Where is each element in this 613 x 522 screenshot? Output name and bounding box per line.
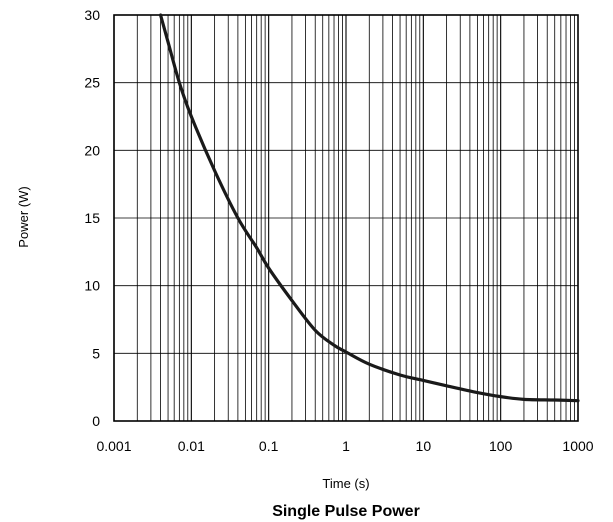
y-tick-label: 15 <box>84 210 100 226</box>
power-curve-point <box>476 391 479 394</box>
chart-grid <box>113 14 578 422</box>
power-curve-point <box>445 384 448 388</box>
x-axis-title: Time (s) <box>322 476 369 491</box>
power-curve-point <box>344 350 348 354</box>
power-curve-point <box>190 115 193 118</box>
power-curve-point <box>290 299 294 302</box>
plot-frame <box>113 14 579 422</box>
y-tick-label: 10 <box>84 278 100 294</box>
power-curve-point <box>522 398 526 401</box>
y-tick-label: 25 <box>84 75 100 91</box>
y-tick-label: 0 <box>92 413 100 429</box>
power-curve-point <box>368 362 371 366</box>
power-curve-point <box>178 81 181 84</box>
x-tick-label: 10 <box>416 438 432 454</box>
power-curve-point <box>332 344 336 347</box>
y-tick-label: 20 <box>84 142 100 158</box>
power-curve-point <box>159 13 162 17</box>
tick-labels: 0.001 0.01 0.1 1 10 100 1000 0 5 10 15 20 25 30 <box>84 7 593 454</box>
chart-title: Single Pulse Power <box>272 503 420 520</box>
x-tick-label: 100 <box>489 438 513 454</box>
power-curve-point <box>553 398 556 402</box>
x-tick-label: 0.1 <box>259 438 279 454</box>
y-tick-label: 5 <box>92 345 100 361</box>
y-tick-label: 30 <box>84 7 100 23</box>
power-curve-point <box>398 373 402 377</box>
x-tick-label: 1000 <box>562 438 593 454</box>
power-curve-point <box>499 395 502 398</box>
power-curve-point <box>213 169 216 172</box>
x-tick-label: 0.001 <box>96 438 131 454</box>
power-curve-point <box>236 216 240 220</box>
power-curve-point <box>576 399 580 402</box>
power-curve-point <box>267 266 270 270</box>
power-curve-point <box>314 329 317 332</box>
power-curve-point <box>166 40 170 44</box>
power-curve-point <box>255 246 258 249</box>
x-tick-label: 1 <box>342 438 350 454</box>
series-layer <box>158 13 580 403</box>
power-curve-point <box>422 379 425 382</box>
x-tick-label: 0.01 <box>178 438 205 454</box>
y-axis-title: Power (W) <box>16 186 31 247</box>
